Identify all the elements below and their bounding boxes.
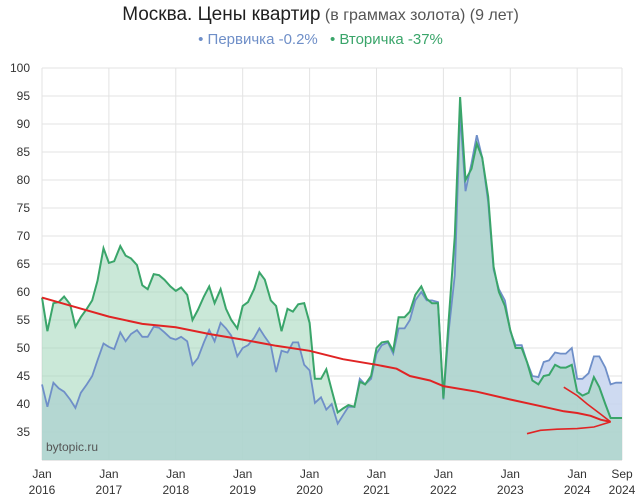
legend-label-secondary: Вторичка -37% [339,31,443,48]
annotation-arrow-upper [563,386,612,423]
y-tick-label: 90 [17,117,31,131]
area-secondary [42,97,622,460]
x-axis: Jan 2016 Jan 2017 Jan 2018 Jan 2019 Jan 2020 Jan 20… [29,467,636,497]
chart-title-row: Москва. Цены квартир (в граммах золота) … [0,4,641,26]
x-tick-month-label: Jan [567,467,586,481]
y-tick-label: 65 [17,257,31,271]
x-tick-year-label: 2018 [162,483,189,497]
x-tick-month-label: Jan [300,467,319,481]
legend-marker-primary: • [198,31,204,48]
x-tick-month-label: Jan [233,467,252,481]
x-tick-year-label: 2020 [296,483,323,497]
x-tick-month-label: Jan [501,467,520,481]
legend-marker-secondary: • [329,31,336,48]
annotation-arrow-lower [526,421,611,435]
y-tick-label: 60 [17,285,31,299]
legend-item-secondary[interactable]: • Вторичка -37% [330,31,443,48]
x-tick-year-label: 2016 [29,483,56,497]
x-tick-year-label: 2017 [96,483,123,497]
chart-subtitle: (в граммах золота) (9 лет) [324,7,519,24]
watermark-text: bytopic.ru [46,440,98,454]
line-secondary [41,97,622,419]
x-tick-year-label: 2024 [609,483,636,497]
x-tick-year-label: 2021 [363,483,390,497]
chart-legend: • Первичка -0.2% • Вторичка -37% [0,31,641,48]
y-tick-label: 85 [17,145,31,159]
x-tick-month-label: Jan [99,467,118,481]
chart-lines [41,97,622,435]
x-tick-year-label: 2022 [430,483,457,497]
x-tick-month-label: Sep [611,467,633,481]
x-tick-month-label: Jan [166,467,185,481]
y-tick-label: 70 [17,229,31,243]
y-tick-label: 45 [17,369,31,383]
y-tick-label: 95 [17,89,31,103]
x-tick-month-label: Jan [434,467,453,481]
y-tick-label: 40 [17,397,31,411]
legend-label-primary: Первичка -0.2% [207,31,318,48]
y-tick-label: 100 [10,61,30,75]
x-tick-month-label: Jan [32,467,51,481]
y-tick-label: 50 [17,341,31,355]
x-tick-year-label: 2024 [564,483,591,497]
y-tick-label: 80 [17,173,31,187]
x-tick-month-label: Jan [367,467,386,481]
y-tick-label: 75 [17,201,31,215]
y-tick-label: 35 [17,425,31,439]
y-axis: 35 40 45 50 55 60 65 70 75 80 85 90 95 100 [10,61,30,439]
chart-areas [42,97,622,461]
chart-title: Москва. Цены квартир [122,4,321,25]
x-tick-year-label: 2019 [229,483,256,497]
x-tick-year-label: 2023 [497,483,524,497]
legend-item-primary[interactable]: • Первичка -0.2% [198,31,322,48]
y-tick-label: 55 [17,313,31,327]
trend-line [41,296,611,423]
